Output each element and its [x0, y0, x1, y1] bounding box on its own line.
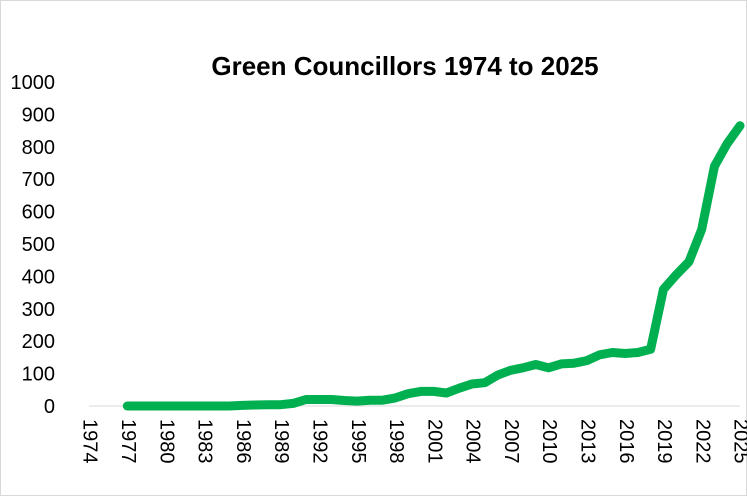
y-tick-label: 400	[22, 266, 55, 288]
y-tick-label: 1000	[11, 72, 56, 94]
chart-title: Green Councillors 1974 to 2025	[211, 51, 598, 81]
series-line-0	[122, 121, 745, 411]
y-tick-label: 500	[22, 234, 55, 256]
x-tick-label: 1983	[194, 419, 216, 464]
x-tick-label: 1998	[385, 419, 407, 464]
x-tick-label: 1977	[117, 419, 139, 464]
y-tick-label: 0	[44, 396, 55, 418]
y-tick-label: 600	[22, 202, 55, 224]
x-tick-label: 2013	[577, 419, 599, 464]
x-tick-label: 2016	[615, 419, 637, 464]
x-tick-label: 2019	[653, 419, 675, 464]
x-tick-label: 1986	[232, 419, 254, 464]
x-tick-label: 1980	[155, 419, 177, 464]
y-axis: 0 100 200 300 400 500 600 700 800 900 1000	[11, 72, 56, 418]
x-axis: 1974 1977 1980 1983 1986 1989 1992 1995 1998 2001…	[79, 405, 747, 464]
x-tick-label: 2025	[730, 419, 747, 464]
x-tick-label: 2022	[691, 419, 713, 464]
y-tick-label: 700	[22, 169, 55, 191]
y-tick-label: 100	[22, 364, 55, 386]
y-tick-label: 800	[22, 137, 55, 159]
x-tick-label: 2001	[423, 419, 445, 464]
x-tick-label: 2004	[462, 419, 484, 464]
x-tick-label: 1974	[79, 419, 101, 464]
x-tick-label: 1989	[270, 419, 292, 464]
x-tick-label: 1992	[308, 419, 330, 464]
x-tick-label: 2010	[538, 419, 560, 464]
plot-area	[122, 121, 745, 411]
y-tick-label: 900	[22, 104, 55, 126]
x-tick-label: 2007	[500, 419, 522, 464]
y-tick-label: 300	[22, 299, 55, 321]
y-tick-label: 200	[22, 331, 55, 353]
x-tick-label: 1995	[347, 419, 369, 464]
